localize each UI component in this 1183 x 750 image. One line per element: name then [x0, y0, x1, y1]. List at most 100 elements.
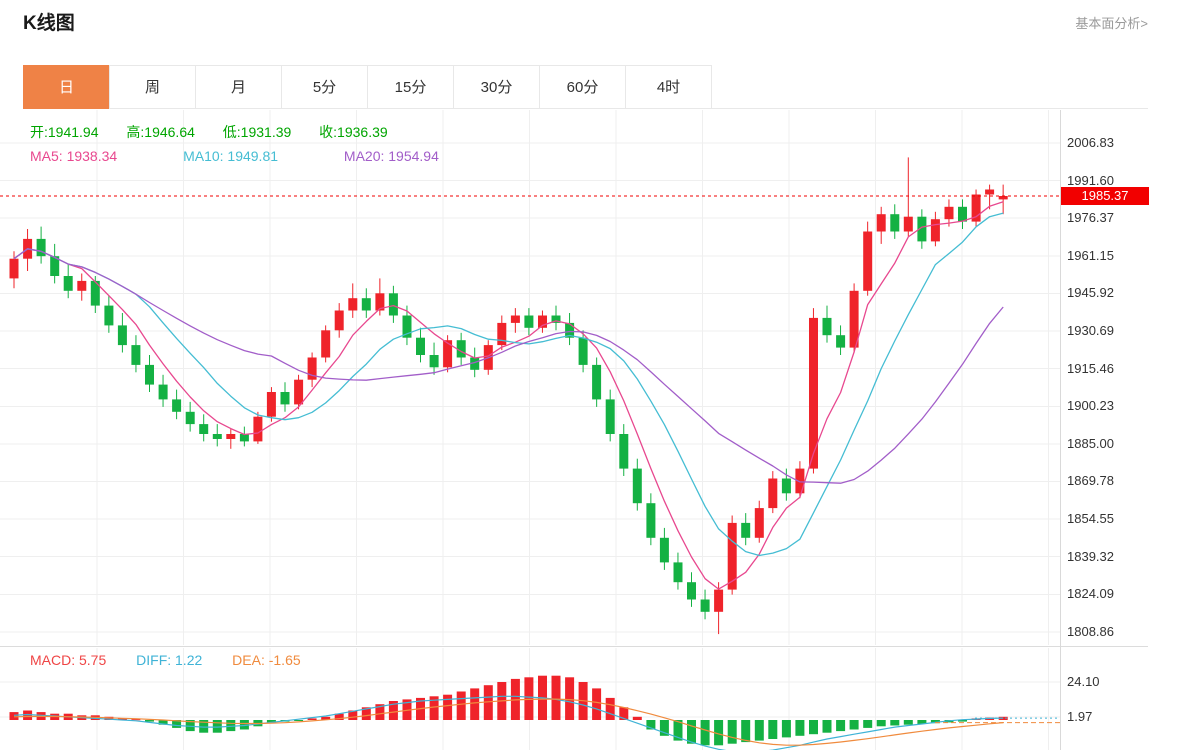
candle: [714, 589, 724, 612]
macd-bar: [795, 720, 805, 736]
ohlc-close-readout: 收:1936.39: [319, 124, 388, 140]
macd-value-readout: MACD: 5.75: [30, 652, 107, 668]
candle: [578, 337, 588, 365]
ma20-line: [13, 248, 1004, 484]
candle: [375, 293, 385, 311]
main-chart-canvas: [0, 110, 1060, 645]
macd-chart-canvas: [0, 648, 1060, 750]
macd-bar: [199, 720, 209, 733]
candle: [280, 392, 290, 405]
macd-bar: [714, 720, 724, 746]
tab-15min[interactable]: 15分: [367, 65, 454, 109]
macd-histogram: [9, 675, 1008, 746]
macd-bar: [321, 716, 331, 720]
macd-bar: [781, 720, 791, 738]
candles: [9, 157, 1008, 635]
candle: [388, 293, 398, 316]
candle: [917, 216, 927, 242]
tab-30min[interactable]: 30分: [453, 65, 540, 109]
macd-bar: [334, 713, 344, 720]
tab-day[interactable]: 日: [23, 65, 110, 109]
ma5-readout: MA5: 1938.34: [30, 148, 118, 164]
candle: [985, 189, 995, 195]
candle: [185, 411, 195, 425]
candle: [239, 434, 249, 442]
candle: [294, 379, 304, 405]
candle: [958, 206, 967, 222]
macd-bar: [158, 720, 168, 725]
macd-axis-label: 1.97: [1067, 709, 1093, 724]
macd-bar: [809, 720, 818, 735]
candle: [212, 434, 222, 439]
tab-week[interactable]: 周: [109, 65, 196, 109]
candlestick-chart[interactable]: 开:1941.94 高:1946.64 低:1931.39 收:1936.39 …: [0, 110, 1060, 645]
candle: [266, 392, 276, 417]
fundamental-analysis-link[interactable]: 基本面分析>: [1075, 16, 1148, 31]
candle: [849, 290, 859, 348]
price-axis-label: 1885.00: [1067, 435, 1114, 451]
macd-bar: [483, 685, 493, 720]
ohlc-open-readout: 开:1941.94: [30, 124, 99, 140]
candle: [199, 424, 209, 434]
tab-5min[interactable]: 5分: [281, 65, 368, 109]
macd-bar: [619, 707, 629, 720]
price-axis-label: 1808.86: [1067, 623, 1114, 639]
candle: [131, 345, 141, 365]
macd-bar: [849, 720, 859, 730]
candle: [727, 522, 737, 590]
macd-bar: [863, 720, 873, 728]
candle: [456, 340, 466, 358]
candle: [145, 364, 154, 385]
macd-bar: [145, 720, 154, 722]
macd-bar: [443, 694, 453, 720]
price-axis-label: 2006.83: [1067, 135, 1114, 150]
tab-4hour[interactable]: 4时: [625, 65, 712, 109]
candle: [361, 298, 371, 311]
macd-bar: [890, 720, 900, 726]
macd-bar: [524, 677, 534, 720]
candle: [998, 196, 1008, 200]
candle: [321, 330, 331, 358]
macd-bar: [226, 720, 236, 732]
macd-bar: [917, 720, 927, 724]
macd-bar: [375, 704, 385, 720]
candle: [632, 468, 642, 504]
current-price-tag: 1985.37: [1061, 187, 1149, 205]
candle: [605, 399, 615, 434]
macd-bar: [239, 720, 249, 730]
macd-bar: [456, 691, 466, 720]
candle: [809, 317, 818, 469]
ma-lines: [13, 201, 1004, 590]
diff-value-readout: DIFF: 1.22: [136, 652, 203, 668]
price-axis-label: 1839.32: [1067, 548, 1114, 564]
candle: [903, 216, 913, 232]
candle: [117, 325, 127, 346]
price-axis-label: 1945.92: [1067, 285, 1114, 301]
macd-bar: [131, 719, 141, 721]
macd-bar: [903, 720, 913, 725]
macd-bar: [646, 720, 656, 730]
candle: [836, 335, 846, 348]
macd-bar: [754, 720, 764, 741]
ohlc-high-readout: 高:1946.64: [126, 124, 195, 140]
macd-bar: [470, 688, 480, 720]
macd-chart[interactable]: MACD: 5.75 DIFF: 1.22 DEA: -1.65: [0, 648, 1060, 750]
candle: [944, 206, 954, 220]
candle: [63, 276, 73, 291]
macd-bar: [741, 720, 751, 743]
price-axis-label: 1991.60: [1067, 172, 1114, 188]
tab-month[interactable]: 月: [195, 65, 282, 109]
macd-bar: [768, 720, 778, 739]
candle: [565, 322, 575, 338]
macd-bar: [876, 720, 886, 727]
macd-bar: [700, 720, 710, 746]
macd-bar: [388, 701, 398, 720]
candle: [77, 280, 87, 291]
macd-bar: [172, 720, 182, 728]
page-title: K线图: [23, 13, 75, 34]
macd-bar: [9, 712, 19, 720]
candle: [646, 503, 656, 538]
dea-line: [13, 698, 1004, 746]
candle: [551, 315, 561, 323]
tab-60min[interactable]: 60分: [539, 65, 626, 109]
